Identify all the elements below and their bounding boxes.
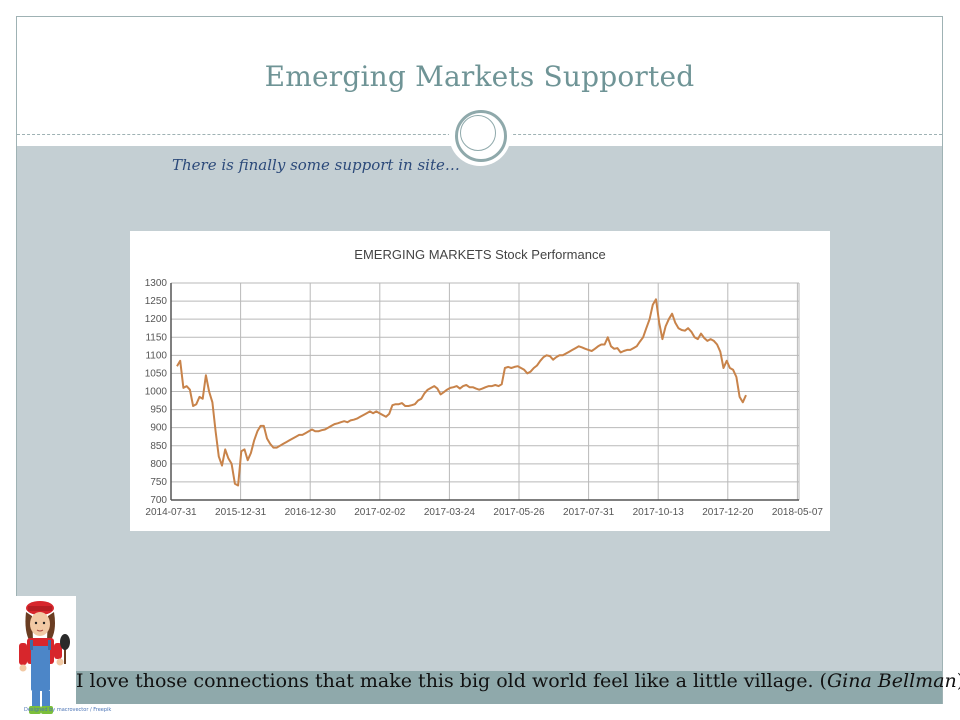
y-tick-label: 1000 xyxy=(145,387,168,398)
line-chart-svg: 700 750 800 850 900 950 1000 1050 1100 1150 1200 12… xyxy=(145,278,824,518)
y-tick-label: 1150 xyxy=(145,332,167,343)
x-tick-label: 2016-12-30 xyxy=(285,507,337,518)
y-tick-label: 1050 xyxy=(145,368,168,379)
y-tick-label: 750 xyxy=(150,477,167,488)
y-tick-label: 800 xyxy=(150,459,167,470)
y-tick-label: 1300 xyxy=(145,278,168,289)
x-tick-label: 2017-03-24 xyxy=(424,507,476,518)
y-tick-label: 850 xyxy=(150,441,167,452)
y-tick-label: 700 xyxy=(150,495,167,506)
x-tick-label: 2017-07-31 xyxy=(563,507,615,518)
x-tick-label: 2017-10-13 xyxy=(633,507,685,518)
y-tick-label: 1200 xyxy=(145,314,168,325)
x-tick-label: 2015-12-31 xyxy=(215,507,267,518)
quote-author: Gina Bellman xyxy=(826,670,957,692)
quote-text: I love those connections that make this … xyxy=(76,670,960,692)
quote-band xyxy=(72,671,942,704)
quote-body: I love those connections that make this … xyxy=(76,670,827,692)
slide-title: Emerging Markets Supported xyxy=(264,60,695,93)
series-line xyxy=(176,298,747,487)
x-tick-label: 2017-05-26 xyxy=(493,507,545,518)
y-tick-label: 950 xyxy=(150,405,167,416)
x-tick-label: 2014-07-31 xyxy=(145,507,197,518)
illustration-credit: Designed by macrovector / Freepik xyxy=(24,707,112,713)
quote-close: ) xyxy=(957,670,960,692)
y-tick-label: 1100 xyxy=(145,350,167,361)
y-tick-label: 1250 xyxy=(145,296,168,307)
gardener-character-illustration xyxy=(14,596,76,716)
stock-performance-chart: EMERGING MARKETS Stock Performance 700 75… xyxy=(130,231,830,531)
x-tick-label: 2018-05-07 xyxy=(772,507,824,518)
divider-inner-ring xyxy=(460,115,496,151)
y-tick-label: 900 xyxy=(150,423,167,434)
slide-subtitle: There is finally some support in site… xyxy=(172,156,460,174)
x-tick-label: 2017-12-20 xyxy=(702,507,754,518)
chart-title: EMERGING MARKETS Stock Performance xyxy=(354,247,606,262)
x-tick-label: 2017-02-02 xyxy=(354,507,406,518)
